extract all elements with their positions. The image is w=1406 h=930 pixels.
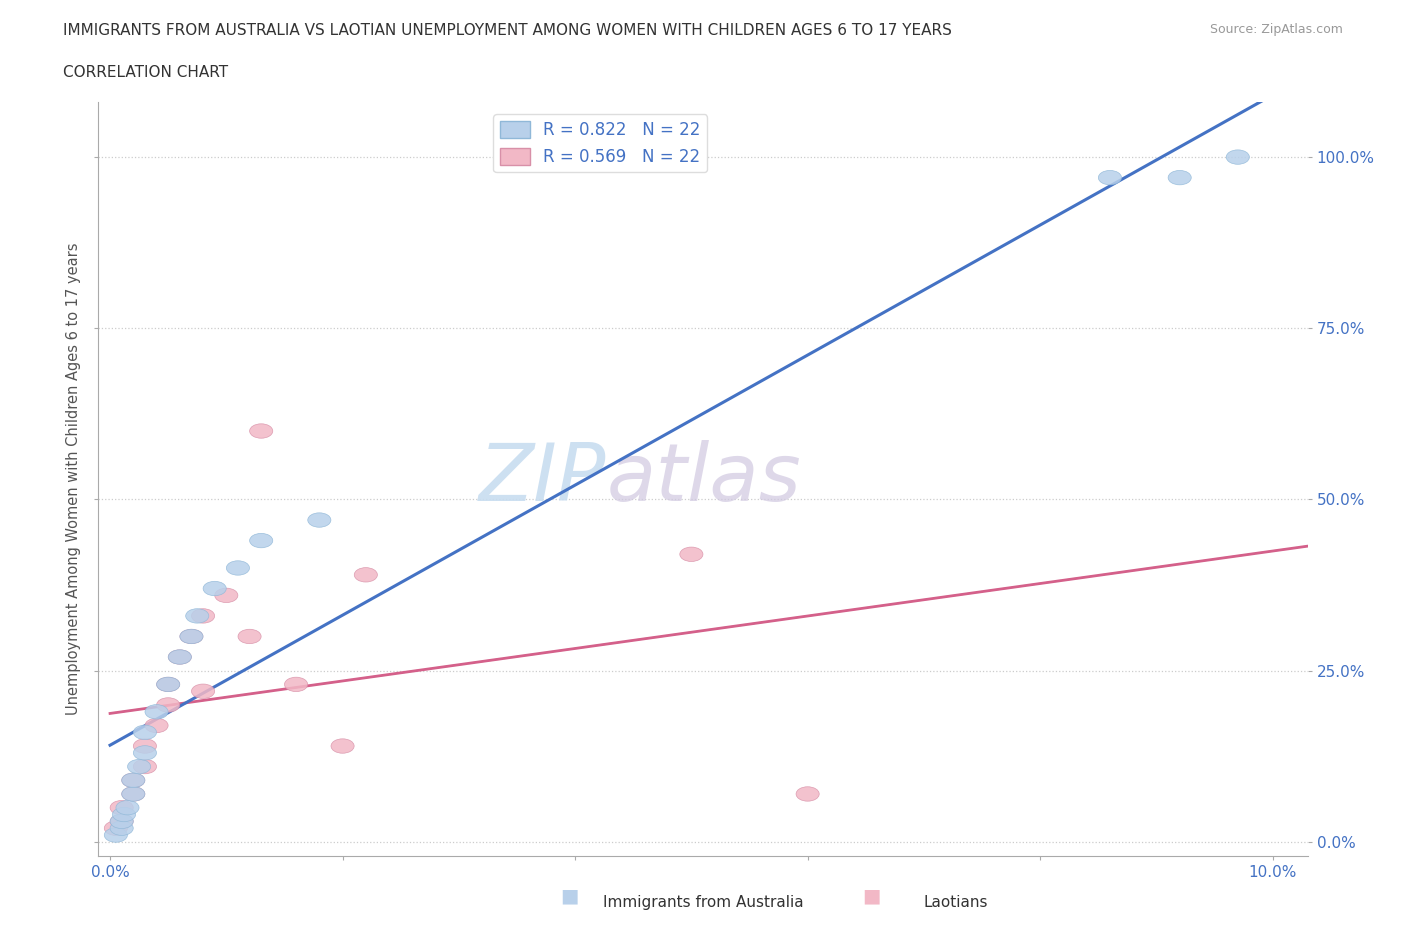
Ellipse shape: [186, 609, 209, 623]
Ellipse shape: [156, 698, 180, 712]
Ellipse shape: [104, 828, 128, 843]
Ellipse shape: [226, 561, 249, 575]
Ellipse shape: [1168, 170, 1191, 185]
Ellipse shape: [156, 677, 180, 692]
Ellipse shape: [134, 725, 156, 739]
Ellipse shape: [145, 705, 169, 719]
Ellipse shape: [110, 801, 134, 815]
Ellipse shape: [134, 738, 156, 753]
Ellipse shape: [202, 581, 226, 596]
Ellipse shape: [796, 787, 820, 801]
Ellipse shape: [238, 630, 262, 644]
Text: atlas: atlas: [606, 440, 801, 518]
Ellipse shape: [110, 814, 134, 829]
Ellipse shape: [250, 424, 273, 438]
Ellipse shape: [112, 807, 135, 822]
Ellipse shape: [250, 534, 273, 548]
Ellipse shape: [191, 684, 215, 698]
Ellipse shape: [284, 677, 308, 692]
Ellipse shape: [122, 773, 145, 788]
Ellipse shape: [681, 547, 703, 562]
Ellipse shape: [180, 630, 202, 644]
Ellipse shape: [134, 746, 156, 760]
Ellipse shape: [128, 760, 150, 774]
Ellipse shape: [110, 814, 134, 829]
Text: Immigrants from Australia: Immigrants from Australia: [603, 895, 803, 910]
Legend: R = 0.822   N = 22, R = 0.569   N = 22: R = 0.822 N = 22, R = 0.569 N = 22: [494, 114, 707, 172]
Ellipse shape: [134, 760, 156, 774]
Text: CORRELATION CHART: CORRELATION CHART: [63, 65, 228, 80]
Ellipse shape: [354, 567, 377, 582]
Ellipse shape: [180, 630, 202, 644]
Text: Source: ZipAtlas.com: Source: ZipAtlas.com: [1209, 23, 1343, 36]
Text: ■: ■: [560, 887, 579, 906]
Ellipse shape: [1098, 170, 1122, 185]
Ellipse shape: [122, 787, 145, 801]
Ellipse shape: [191, 609, 215, 623]
Ellipse shape: [169, 650, 191, 664]
Ellipse shape: [156, 677, 180, 692]
Ellipse shape: [110, 821, 134, 835]
Ellipse shape: [145, 718, 169, 733]
Ellipse shape: [104, 821, 128, 835]
Ellipse shape: [330, 738, 354, 753]
Ellipse shape: [122, 773, 145, 788]
Ellipse shape: [215, 588, 238, 603]
Text: Laotians: Laotians: [924, 895, 988, 910]
Ellipse shape: [122, 787, 145, 801]
Ellipse shape: [115, 801, 139, 815]
Y-axis label: Unemployment Among Women with Children Ages 6 to 17 years: Unemployment Among Women with Children A…: [66, 243, 82, 715]
Ellipse shape: [169, 650, 191, 664]
Ellipse shape: [1226, 150, 1250, 165]
Ellipse shape: [308, 512, 330, 527]
Text: IMMIGRANTS FROM AUSTRALIA VS LAOTIAN UNEMPLOYMENT AMONG WOMEN WITH CHILDREN AGES: IMMIGRANTS FROM AUSTRALIA VS LAOTIAN UNE…: [63, 23, 952, 38]
Text: ■: ■: [862, 887, 882, 906]
Text: ZIP: ZIP: [479, 440, 606, 518]
